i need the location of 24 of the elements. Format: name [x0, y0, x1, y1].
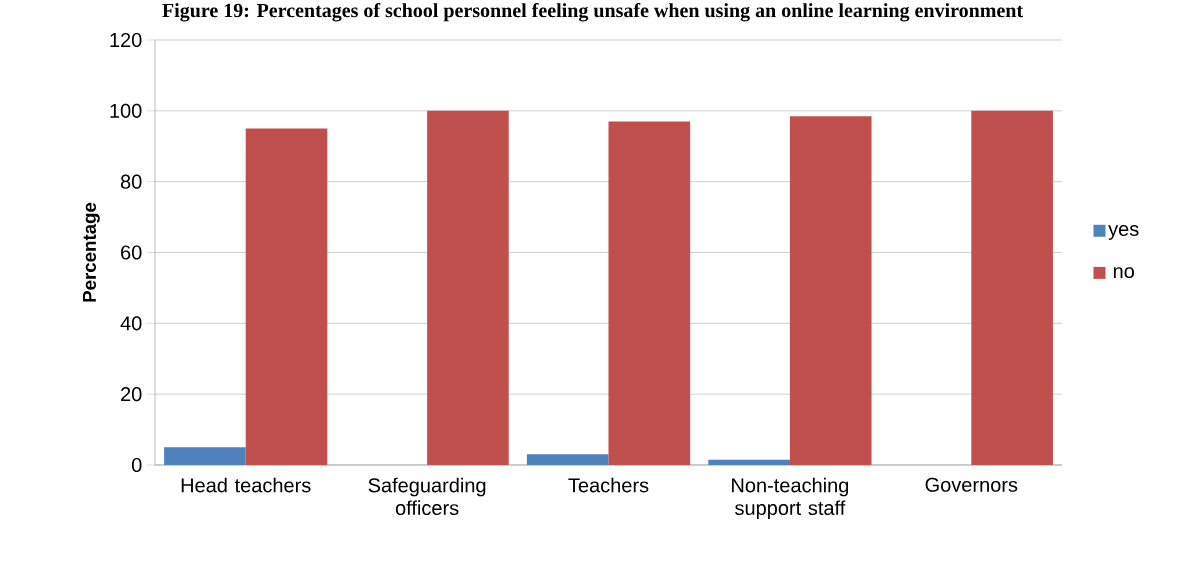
- y-tick-label: 80: [120, 174, 142, 189]
- y-axis-title: Percentage: [82, 202, 100, 302]
- bar: [789, 116, 872, 465]
- y-tick-label: 20: [121, 387, 142, 402]
- bar: [427, 110, 509, 465]
- bar: [164, 447, 246, 465]
- legend-label: yes: [1108, 225, 1139, 240]
- legend-label: no: [1113, 267, 1134, 279]
- x-tick-label: Teachers: [568, 477, 649, 493]
- y-tick-label: 40: [120, 316, 142, 331]
- x-tick-label: Head teachers: [181, 477, 311, 493]
- bar: [526, 454, 609, 465]
- x-tick-label: Safeguarding officers: [368, 477, 486, 516]
- y-tick-label: 60: [121, 245, 142, 260]
- y-tick-label: 120: [110, 32, 142, 48]
- bar: [708, 459, 790, 465]
- y-tick-label: 0: [131, 457, 142, 473]
- chart-title: Figure 19: Percentages of school personnel feeling unsafe when using an online learning environment: [162, 2, 1024, 22]
- y-tick-label: 100: [110, 103, 142, 118]
- x-tick-label: Non-teaching support staff: [732, 477, 849, 519]
- bar: [608, 121, 691, 465]
- bar: [245, 128, 328, 465]
- bar: [971, 110, 1053, 465]
- x-tick-label: Governors: [925, 477, 1018, 492]
